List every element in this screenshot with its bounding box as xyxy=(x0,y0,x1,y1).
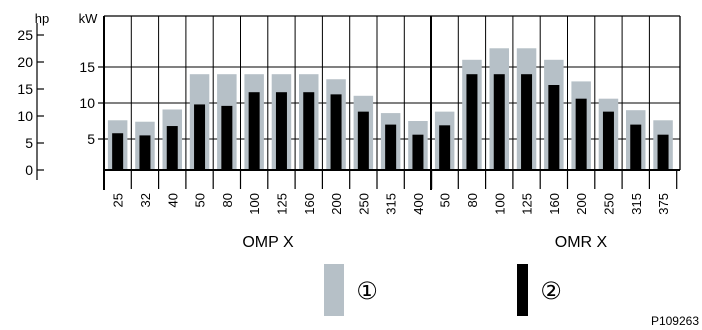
x-category-label: 315 xyxy=(384,193,399,215)
hp-tick-label: 25 xyxy=(17,27,33,43)
bar-series-2-375 xyxy=(657,134,669,170)
bar-series-2-80 xyxy=(221,105,233,170)
x-category-label: 25 xyxy=(111,193,126,207)
x-category-label: 50 xyxy=(438,193,453,207)
bar-series-2-40 xyxy=(166,126,178,170)
x-category-label: 200 xyxy=(329,193,344,215)
bar-series-2-400 xyxy=(412,134,424,170)
legend-label: ① xyxy=(356,278,378,305)
group-label: OMR X xyxy=(555,234,608,251)
bar-series-2-125 xyxy=(521,74,533,170)
kw-unit-label: kW xyxy=(79,11,99,26)
hp-tick-label: 20 xyxy=(17,54,33,70)
figure-code: P109263 xyxy=(651,314,699,328)
kw-tick-label: 15 xyxy=(79,59,95,75)
x-category-label: 400 xyxy=(411,193,426,215)
bar-series-2-200 xyxy=(330,94,342,170)
x-category-label: 160 xyxy=(302,193,317,215)
x-category-label: 250 xyxy=(601,193,616,215)
hp-unit-label: hp xyxy=(35,11,49,26)
x-category-label: 50 xyxy=(193,193,208,207)
hp-tick-label: 5 xyxy=(25,135,33,151)
legend-swatch xyxy=(517,264,528,316)
bar-series-2-160 xyxy=(303,92,315,170)
bar-series-2-125 xyxy=(275,92,287,170)
axes xyxy=(36,23,678,189)
x-category-label: 100 xyxy=(492,193,507,215)
hp-tick-label: 15 xyxy=(17,81,33,97)
hp-tick-label: 10 xyxy=(17,108,33,124)
x-category-label: 315 xyxy=(629,193,644,215)
hp-tick-label: 0 xyxy=(25,162,33,178)
bar-series-2-250 xyxy=(357,111,369,170)
bar-series-2-32 xyxy=(139,135,151,170)
bar-series-2-315 xyxy=(385,124,397,170)
legend-swatch xyxy=(324,264,344,316)
x-category-label: 100 xyxy=(247,193,262,215)
bar-series-2-315 xyxy=(630,124,642,170)
bar-series-2-100 xyxy=(248,92,260,170)
x-category-label: 200 xyxy=(574,193,589,215)
bar-series-2-80 xyxy=(466,74,478,170)
bar-series-2-250 xyxy=(602,111,614,170)
bar-series-2-160 xyxy=(548,85,560,170)
x-category-label: 125 xyxy=(274,193,289,215)
kw-tick-label: 5 xyxy=(87,131,95,147)
x-category-label: 40 xyxy=(165,193,180,207)
bar-marks xyxy=(107,48,673,170)
x-category-label: 160 xyxy=(547,193,562,215)
kw-tick-label: 10 xyxy=(79,95,95,111)
bar-series-2-200 xyxy=(575,98,587,170)
legend-label: ② xyxy=(540,278,562,305)
x-category-label: 80 xyxy=(220,193,235,207)
x-category-label: 80 xyxy=(465,193,480,207)
group-label: OMP X xyxy=(242,234,294,251)
bar-series-2-100 xyxy=(493,74,505,170)
bar-series-2-50 xyxy=(194,104,206,170)
bar-series-2-25 xyxy=(112,133,124,170)
plot-frame xyxy=(103,15,681,190)
x-category-label: 375 xyxy=(656,193,671,215)
bar-series-2-50 xyxy=(439,125,451,170)
x-category-label: 125 xyxy=(520,193,535,215)
x-category-label: 250 xyxy=(356,193,371,215)
x-category-label: 32 xyxy=(138,193,153,207)
